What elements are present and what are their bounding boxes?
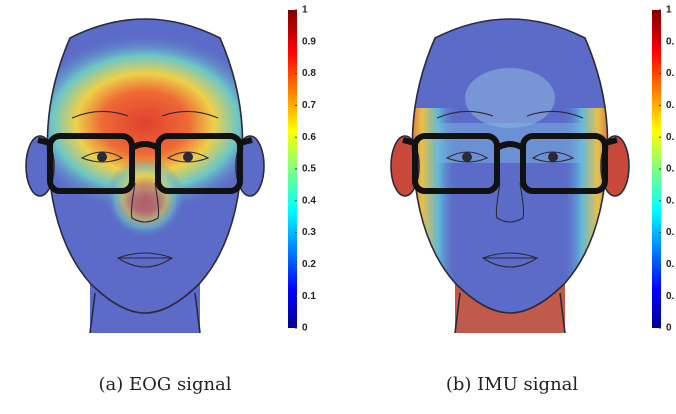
colorbar-tick-label: 1: [302, 5, 308, 16]
colorbar-tick-label: 1: [666, 5, 672, 16]
colorbar-tick-label: 0.6: [302, 132, 316, 143]
colorbar-tick-label: 0.: [666, 227, 675, 238]
colorbar-tick-label: 0: [302, 323, 308, 334]
colorbar-tick-label: 0.: [666, 291, 675, 302]
colorbar-tick-label: 0.3: [302, 227, 316, 238]
colorbar-tick-label: 0.5: [302, 164, 316, 175]
figure: 00.10.20.30.40.50.60.70.80.9100.0.0.0.0.…: [0, 0, 676, 414]
colorbar-tick-label: 0.: [666, 36, 675, 47]
eog-face: [20, 19, 270, 333]
caption: (b) IMU signal: [446, 374, 579, 395]
colorbar-tick-label: 0.: [666, 132, 675, 143]
colorbar-tick-label: 0.: [666, 100, 675, 111]
colorbar-tick-label: 0.: [666, 164, 675, 175]
imu-face: [391, 19, 629, 333]
colorbar-tick-label: 0.9: [302, 36, 316, 47]
colorbar-tick-label: 0.: [666, 195, 675, 206]
colorbar-tick-label: 0.: [666, 68, 675, 79]
colorbar-tick-label: 0.7: [302, 100, 316, 111]
colorbar-tick-label: 0.4: [302, 195, 316, 206]
colorbar-tick-label: 0.: [666, 259, 675, 270]
colorbar-tick-label: 0.1: [302, 291, 316, 302]
colorbar-tick-label: 0.2: [302, 259, 316, 270]
colorbar-tick-label: 0.8: [302, 68, 316, 79]
caption: (a) EOG signal: [98, 374, 231, 395]
colorbar-tick-label: 0: [666, 323, 672, 334]
